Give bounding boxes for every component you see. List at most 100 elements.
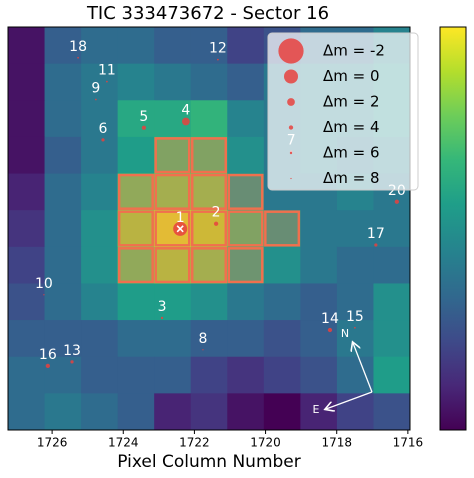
- pixel: [8, 320, 46, 358]
- aperture-pixel: [190, 247, 228, 284]
- pixel: [227, 210, 265, 248]
- legend-label: Δm = 0: [323, 67, 380, 85]
- star-label: 2: [212, 205, 221, 221]
- compass-north-arrow: [353, 343, 373, 393]
- star-marker: [94, 98, 97, 101]
- star-marker: [141, 125, 147, 130]
- pixel: [190, 136, 228, 175]
- star-marker: [181, 117, 190, 126]
- pixel: [336, 210, 374, 248]
- pixel: [190, 320, 228, 358]
- star-label: 9: [91, 81, 100, 97]
- star-label: 1: [176, 210, 185, 226]
- pixel: [117, 63, 155, 101]
- star-marker: [101, 138, 105, 142]
- pixel: [8, 100, 46, 138]
- pixel: [117, 100, 155, 138]
- legend-marker: [284, 69, 298, 84]
- pixel: [190, 63, 228, 101]
- pixel: [81, 393, 119, 431]
- star-marker: [43, 294, 45, 296]
- pixel: [336, 393, 374, 431]
- pixel: [154, 136, 192, 175]
- star-label: 15: [346, 309, 364, 325]
- x-tick-label: 1720: [250, 436, 281, 450]
- aperture-pixel: [154, 137, 191, 174]
- aperture-pixel: [264, 210, 301, 247]
- pixel: [190, 173, 228, 211]
- pixel: [117, 210, 155, 248]
- star-label: 10: [35, 276, 53, 292]
- aperture-pixel: [190, 210, 228, 247]
- pixel: [154, 320, 192, 358]
- star-label: 17: [367, 226, 385, 242]
- plot-frame: [7, 26, 411, 431]
- pixel: [373, 393, 411, 431]
- pixel: [227, 63, 265, 101]
- pixel: [300, 320, 338, 358]
- star-label: 8: [198, 331, 207, 347]
- compass-north-label: N: [341, 327, 349, 340]
- star-label: 13: [63, 343, 81, 359]
- plot-area: 12345678910111213141516171820NEΔm = -2Δm…: [7, 26, 419, 431]
- pixel: [44, 173, 82, 211]
- legend-label: Δm = 8: [323, 169, 380, 187]
- aperture-pixel: [227, 210, 264, 247]
- aperture-pixel: [227, 247, 264, 284]
- legend-label: Δm = 6: [323, 144, 380, 162]
- pixel: [8, 283, 46, 321]
- star-marker: [70, 360, 74, 364]
- x-axis-label: Pixel Column Number: [117, 452, 301, 472]
- legend-label: Δm = -2: [323, 42, 385, 60]
- star-marker: [202, 349, 204, 351]
- pixel: [263, 210, 301, 248]
- pixel: [190, 210, 228, 248]
- aperture-pixel: [190, 137, 228, 174]
- pixel: [300, 246, 338, 284]
- pixel: [44, 283, 82, 321]
- pixel: [81, 27, 119, 65]
- pixel: [81, 246, 119, 284]
- legend-marker: [289, 151, 293, 155]
- pixel: [44, 320, 82, 358]
- pixel: [227, 246, 265, 284]
- pixel: [373, 356, 411, 394]
- pixel: [263, 283, 301, 321]
- star-marker: [327, 327, 333, 333]
- pixel: [154, 283, 192, 321]
- pixel: [373, 246, 411, 284]
- pixel: [44, 393, 82, 431]
- pixel: [117, 320, 155, 358]
- pixel: [227, 173, 265, 211]
- pixel: [300, 210, 338, 248]
- aperture-pixel: [227, 173, 264, 210]
- chart-title: TIC 333473672 - Sector 16: [86, 3, 329, 24]
- star-label: 6: [99, 121, 108, 137]
- x-tick-label: 1716: [393, 436, 424, 450]
- star-marker: [213, 221, 219, 226]
- pixel: [373, 283, 411, 321]
- star-label: 11: [98, 63, 116, 79]
- star-label: 18: [69, 39, 87, 55]
- pixel: [300, 283, 338, 321]
- star-marker: [374, 243, 378, 247]
- star-label: 16: [39, 347, 57, 363]
- star-label: 12: [209, 41, 227, 57]
- aperture-pixel: [190, 173, 228, 210]
- pixel: [263, 320, 301, 358]
- x-tick-label: 1724: [108, 436, 139, 450]
- star-label: 14: [321, 311, 339, 327]
- pixel: [263, 393, 301, 431]
- pixel: [190, 100, 228, 138]
- pixel: [8, 210, 46, 248]
- pixel: [190, 356, 228, 394]
- pixel: [81, 136, 119, 175]
- pixel: [227, 100, 265, 138]
- legend-marker: [288, 125, 294, 130]
- pixel: [81, 320, 119, 358]
- pixel: [227, 283, 265, 321]
- pixel: [81, 283, 119, 321]
- star-marker: [217, 58, 219, 61]
- pixel: [117, 246, 155, 284]
